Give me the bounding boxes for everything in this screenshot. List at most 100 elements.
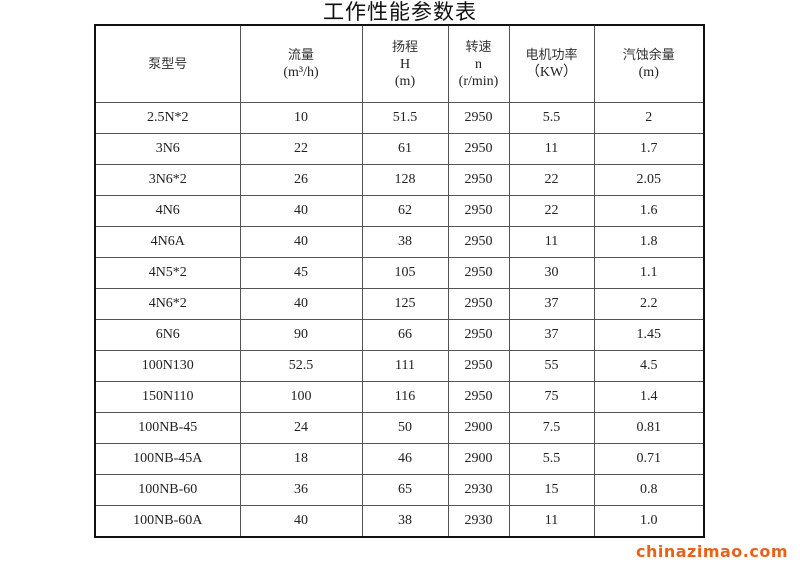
column-header: 泵型号 (94, 24, 241, 103)
column-header: 电机功率 （KW） (508, 24, 595, 103)
table-cell: 40 (239, 288, 363, 320)
table-cell: 2950 (447, 195, 510, 227)
table-cell: 40 (239, 195, 363, 227)
table-cell: 10 (239, 102, 363, 134)
table-cell: 2950 (447, 133, 510, 165)
table-cell: 4N6 (94, 195, 241, 227)
table-row: 150N110 100 116 2950 75 1.4 (94, 381, 705, 413)
column-header-line: 电机功率 (525, 48, 578, 63)
table-row: 100N130 52.5 111 2950 55 4.5 (94, 350, 705, 382)
column-header-line: 扬程 (391, 39, 418, 55)
table-cell: 75 (508, 381, 595, 413)
table-cell: 22 (508, 164, 595, 196)
column-header-line: 泵型号 (148, 56, 188, 72)
table-cell: 61 (361, 133, 449, 165)
table-cell: 3N6*2 (94, 164, 241, 196)
table-cell: 150N110 (94, 381, 241, 413)
table-row: 6N6 90 66 2950 37 1.45 (94, 319, 705, 351)
table-cell: 116 (361, 381, 449, 413)
table-cell: 37 (508, 319, 595, 351)
table-cell: 5.5 (508, 102, 595, 134)
table-cell: 11 (508, 133, 595, 165)
table-cell: 0.71 (593, 443, 705, 475)
table-cell: 2900 (447, 443, 510, 475)
table-cell: 100NB-45A (94, 443, 241, 475)
table-cell: 7.5 (508, 412, 595, 444)
table-cell: 2950 (447, 319, 510, 351)
table-cell: 38 (361, 226, 449, 258)
table-row: 100NB-45 24 50 2900 7.5 0.81 (94, 412, 705, 444)
column-header-line: （KW） (525, 65, 578, 80)
table-cell: 11 (508, 505, 595, 538)
table-cell: 100N130 (94, 350, 241, 382)
table-cell: 2950 (447, 164, 510, 196)
table-cell: 24 (239, 412, 363, 444)
column-header-line: 转速 (465, 39, 492, 55)
table-cell: 1.8 (593, 226, 705, 258)
watermark: chinazimao.com (635, 542, 788, 561)
table-cell: 0.81 (593, 412, 705, 444)
table-cell: 100 (239, 381, 363, 413)
column-header-line: (m³/h) (283, 65, 319, 80)
table-cell: 4N6*2 (94, 288, 241, 320)
table-cell: 11 (508, 226, 595, 258)
table-row: 100NB-60A 40 38 2930 11 1.0 (94, 505, 705, 538)
table-cell: 50 (361, 412, 449, 444)
table-cell: 15 (508, 474, 595, 506)
column-header: 扬程 H (m) (361, 24, 449, 103)
table-body: 2.5N*2 10 51.5 2950 5.5 2 3N6 22 61 2950 11 1.7 3N6*… (94, 102, 705, 538)
table-cell: 4.5 (593, 350, 705, 382)
table-cell: 1.0 (593, 505, 705, 538)
table-cell: 22 (508, 195, 595, 227)
table-row: 3N6*2 26 128 2950 22 2.05 (94, 164, 705, 196)
table-cell: 2900 (447, 412, 510, 444)
table-cell: 128 (361, 164, 449, 196)
table-cell: 100NB-45 (94, 412, 241, 444)
table-cell: 90 (239, 319, 363, 351)
table-row: 100NB-60 36 65 2930 15 0.8 (94, 474, 705, 506)
column-header-line: (m) (638, 65, 659, 80)
table-cell: 2950 (447, 288, 510, 320)
table-cell: 2.05 (593, 164, 705, 196)
table-cell: 2 (593, 102, 705, 134)
table-cell: 40 (239, 226, 363, 258)
table-cell: 2.5N*2 (94, 102, 241, 134)
table-cell: 3N6 (94, 133, 241, 165)
table-row: 3N6 22 61 2950 11 1.7 (94, 133, 705, 165)
column-header-line: (r/min) (458, 73, 499, 89)
table-cell: 125 (361, 288, 449, 320)
column-header: 流量 (m³/h) (239, 24, 363, 103)
table-cell: 2950 (447, 350, 510, 382)
table-cell: 1.1 (593, 257, 705, 289)
table-cell: 1.7 (593, 133, 705, 165)
table-row: 4N5*2 45 105 2950 30 1.1 (94, 257, 705, 289)
table-cell: 2950 (447, 381, 510, 413)
table-cell: 30 (508, 257, 595, 289)
performance-table: 泵型号 流量 (m³/h) 扬程 H (m) 转速 n (r/min) 电机功率 （KW） 汽蚀余量(… (94, 24, 705, 538)
table-cell: 2.2 (593, 288, 705, 320)
table-row: 100NB-45A 18 46 2900 5.5 0.71 (94, 443, 705, 475)
column-header-line: H (399, 56, 411, 72)
table-cell: 2930 (447, 505, 510, 538)
table-cell: 100NB-60 (94, 474, 241, 506)
table-cell: 18 (239, 443, 363, 475)
table-row: 2.5N*2 10 51.5 2950 5.5 2 (94, 102, 705, 134)
column-header-line: 汽蚀余量 (622, 48, 675, 63)
table-cell: 45 (239, 257, 363, 289)
table-cell: 40 (239, 505, 363, 538)
column-header-line: n (475, 56, 482, 72)
table-cell: 111 (361, 350, 449, 382)
table-cell: 5.5 (508, 443, 595, 475)
table-cell: 2930 (447, 474, 510, 506)
table-cell: 22 (239, 133, 363, 165)
table-cell: 26 (239, 164, 363, 196)
table-cell: 2950 (447, 226, 510, 258)
table-cell: 37 (508, 288, 595, 320)
table-cell: 1.45 (593, 319, 705, 351)
table-cell: 4N5*2 (94, 257, 241, 289)
table-row: 4N6*2 40 125 2950 37 2.2 (94, 288, 705, 320)
column-header: 汽蚀余量 (m) (593, 24, 705, 103)
table-cell: 66 (361, 319, 449, 351)
table-cell: 51.5 (361, 102, 449, 134)
table-cell: 38 (361, 505, 449, 538)
